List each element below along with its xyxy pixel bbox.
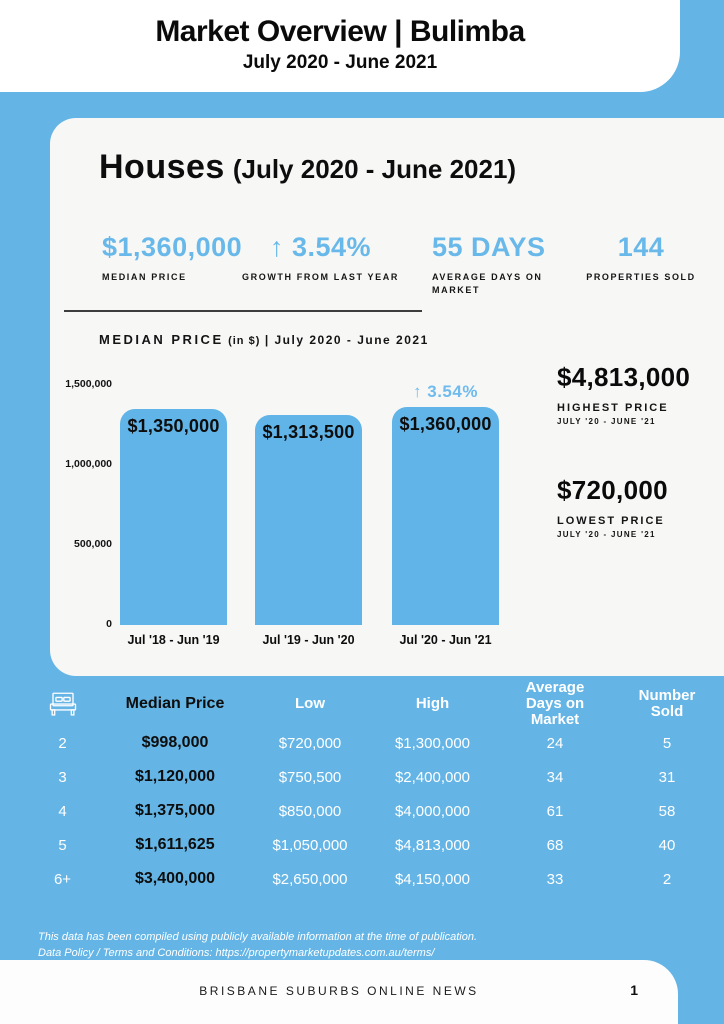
- stat-label-growth-from-last-year: GROWTH FROM LAST YEAR: [242, 272, 399, 282]
- stat-value-average-days-on-market: 55 DAYS: [432, 232, 546, 262]
- bedrooms-table: Median Price Low High Average Days on Ma…: [0, 680, 724, 896]
- table-row: 2 $998,000 $720,000 $1,300,000 24 5: [0, 726, 724, 760]
- cell-days: 68: [546, 836, 564, 854]
- cell-low: $2,650,000: [272, 870, 348, 888]
- chart-heading-period: | July 2020 - June 2021: [264, 333, 429, 347]
- cell-beds: 3: [58, 768, 67, 786]
- table-row: 3 $1,120,000 $750,500 $2,400,000 34 31: [0, 760, 724, 794]
- houses-card: Houses (July 2020 - June 2021) $1,360,000…: [50, 118, 724, 676]
- stat-label-median-price: MEDIAN PRICE: [102, 272, 187, 282]
- table-rows: 2 $998,000 $720,000 $1,300,000 24 5 3 $1,120,00…: [0, 726, 724, 896]
- disclaimer-line-1: This data has been compiled using public…: [38, 931, 478, 943]
- cell-median: $1,611,625: [135, 836, 215, 853]
- lowest-price-label: LOWEST PRICE: [557, 515, 665, 527]
- y-axis-tick: 0: [106, 618, 112, 630]
- bed-icon: [30, 691, 95, 718]
- cell-sold: 2: [662, 870, 672, 888]
- growth-annotation: ↑ 3.54%: [413, 382, 478, 401]
- cell-days: 34: [546, 768, 564, 786]
- cell-sold: 31: [658, 768, 676, 786]
- column-header-low: Low: [295, 695, 325, 712]
- section-title: Houses (July 2020 - June 2021): [99, 148, 516, 187]
- y-axis-tick: 1,000,000: [65, 458, 112, 470]
- page-subtitle: July 2020 - June 2021: [242, 52, 438, 73]
- lowest-price-block: $720,000 LOWEST PRICE JULY '20 - JUNE '2…: [557, 475, 722, 539]
- cell-high: $4,150,000: [394, 870, 471, 888]
- cell-low: $1,050,000: [272, 836, 348, 854]
- cell-median: $1,120,000: [134, 768, 216, 785]
- cell-low: $850,000: [278, 802, 342, 820]
- stat-median-price: $1,360,000 MEDIAN PRICE: [102, 232, 272, 284]
- chart-bar: $1,360,000: [392, 407, 499, 625]
- footer: BRISBANE SUBURBS ONLINE NEWS 1: [0, 960, 678, 1024]
- column-header-sold: Number Sold: [638, 687, 696, 720]
- cell-beds: 5: [58, 836, 67, 854]
- highest-price-period: JULY '20 - JUNE '21: [557, 417, 656, 426]
- stat-value-growth-from-last-year: ↑ 3.54%: [269, 232, 372, 262]
- page-number: 1: [630, 982, 638, 998]
- highest-price-block: $4,813,000 HIGHEST PRICE JULY '20 - JUNE…: [557, 362, 722, 426]
- y-axis-tick: 1,500,000: [65, 378, 112, 390]
- stat-value-properties-sold: 144: [617, 232, 665, 262]
- lowest-price-value: $720,000: [557, 475, 668, 505]
- cell-days: 24: [546, 734, 564, 752]
- cell-beds: 4: [58, 802, 67, 820]
- chart-heading-unit: (in $): [228, 335, 261, 347]
- stats-row: $1,360,000 MEDIAN PRICE ↑ 3.54% GROWTH FROM…: [50, 232, 724, 317]
- stat-label-average-days-on-market: AVERAGE DAYS ON MARKET: [432, 272, 543, 295]
- table-row: 4 $1,375,000 $850,000 $4,000,000 61 58: [0, 794, 724, 828]
- x-axis-label: Jul '18 - Jun '19: [127, 633, 220, 647]
- cell-median: $3,400,000: [134, 870, 216, 887]
- stat-properties-sold: 144 PROPERTIES SOLD: [570, 232, 712, 284]
- cell-high: $4,000,000: [394, 802, 471, 820]
- header: Market Overview | Bulimba July 2020 - Ju…: [0, 0, 680, 92]
- cell-high: $4,813,000: [394, 836, 471, 854]
- column-header-days: Average Days on Market: [525, 679, 585, 728]
- column-header-high: High: [415, 695, 450, 712]
- bar-value-label: $1,360,000: [399, 414, 492, 434]
- stat-growth-from-last-year: ↑ 3.54% GROWTH FROM LAST YEAR: [238, 232, 403, 284]
- stat-average-days-on-market: 55 DAYS AVERAGE DAYS ON MARKET: [432, 232, 550, 297]
- y-axis-tick: 500,000: [74, 538, 112, 550]
- cell-low: $720,000: [278, 734, 342, 752]
- cell-days: 61: [546, 802, 564, 820]
- bar-chart: 0 500,000 1,000,000 1,500,000 $1,350,000 Jul …: [50, 358, 570, 658]
- disclaimer-line-2: Data Policy / Terms and Conditions: http…: [38, 946, 435, 959]
- table-row: 5 $1,611,625 $1,050,000 $4,813,000 68 40: [0, 828, 724, 862]
- cell-beds: 2: [58, 734, 67, 752]
- table-header-row: Median Price Low High Average Days on Ma…: [0, 679, 724, 728]
- chart-bar: $1,350,000: [120, 409, 227, 625]
- table-row: 6+ $3,400,000 $2,650,000 $4,150,000 33 2: [0, 862, 724, 896]
- section-title-period: (July 2020 - June 2021): [232, 154, 517, 184]
- cell-days: 33: [546, 870, 564, 888]
- chart-heading-main: MEDIAN PRICE: [99, 332, 224, 347]
- section-title-main: Houses: [99, 148, 225, 186]
- brand-name: BRISBANE SUBURBS ONLINE NEWS: [199, 984, 479, 998]
- stat-label-properties-sold: PROPERTIES SOLD: [586, 272, 696, 282]
- cell-median: $1,375,000: [134, 802, 216, 819]
- bar-value-label: $1,313,500: [262, 422, 355, 442]
- x-axis-label: Jul '20 - Jun '21: [399, 633, 492, 647]
- cell-sold: 5: [662, 734, 672, 752]
- cell-sold: 40: [658, 836, 676, 854]
- column-header-median: Median Price: [125, 695, 225, 712]
- cell-high: $1,300,000: [394, 734, 471, 752]
- stat-value-median-price: $1,360,000: [102, 232, 243, 262]
- highest-price-value: $4,813,000: [557, 362, 691, 392]
- disclaimer: This data has been compiled using public…: [38, 930, 477, 961]
- lowest-price-period: JULY '20 - JUNE '21: [557, 530, 656, 539]
- cell-median: $998,000: [141, 734, 209, 751]
- highest-price-label: HIGHEST PRICE: [557, 402, 669, 414]
- cell-sold: 58: [658, 802, 676, 820]
- bar-value-label: $1,350,000: [127, 416, 220, 436]
- chart-heading: MEDIAN PRICE (in $) | July 2020 - June 2…: [99, 331, 429, 349]
- divider-line: [64, 310, 422, 312]
- cell-high: $2,400,000: [394, 768, 471, 786]
- cell-beds: 6+: [53, 870, 72, 888]
- page-title: Market Overview | Bulimba: [155, 15, 525, 48]
- x-axis-label: Jul '19 - Jun '20: [262, 633, 355, 647]
- cell-low: $750,500: [278, 768, 342, 786]
- chart-bar: $1,313,500: [255, 415, 362, 625]
